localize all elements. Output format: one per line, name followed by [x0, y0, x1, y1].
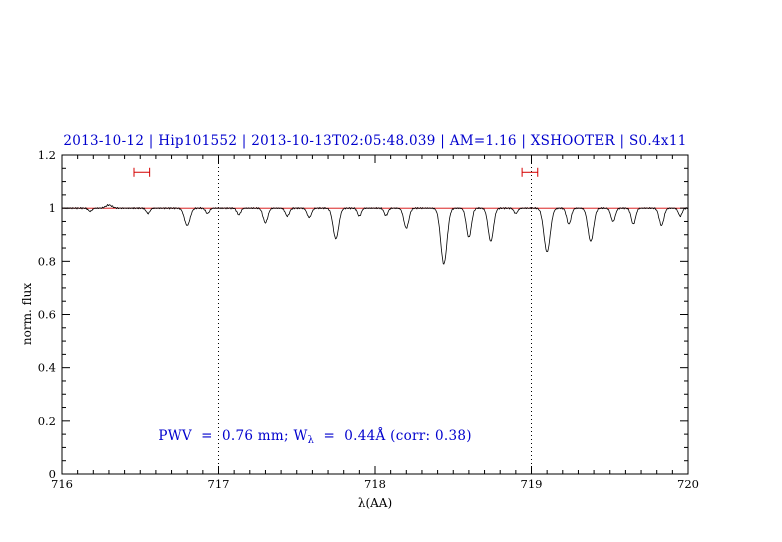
y-tick-label: 0 [49, 467, 56, 481]
pwv-annotation: PWV = 0.76 mm; Wλ = 0.44Å (corr: 0.38) [140, 412, 472, 462]
x-tick-label: 720 [677, 477, 699, 491]
plot-title: 2013-10-12 | Hip101552 | 2013-10-13T02:0… [63, 133, 687, 149]
x-tick-label: 719 [521, 477, 543, 491]
y-tick-label: 1.2 [38, 148, 56, 162]
x-tick-label: 718 [364, 477, 386, 491]
pwv-annotation-prefix: PWV = 0.76 mm; W [158, 428, 308, 444]
y-tick-label: 0.6 [38, 308, 56, 322]
spectrum-line [61, 204, 689, 265]
y-tick-label: 1 [49, 201, 56, 215]
x-tick-label: 717 [208, 477, 230, 491]
x-axis-label: λ(AA) [357, 496, 393, 510]
y-axis-label: norm. flux [20, 282, 34, 346]
y-tick-label: 0.4 [38, 361, 56, 375]
y-tick-label: 0.8 [38, 254, 56, 268]
x-tick-label: 716 [51, 477, 73, 491]
pwv-annotation-suffix: = 0.44Å (corr: 0.38) [314, 428, 472, 444]
pwv-annotation-subscript: λ [307, 435, 315, 446]
y-tick-label: 0.2 [38, 414, 56, 428]
